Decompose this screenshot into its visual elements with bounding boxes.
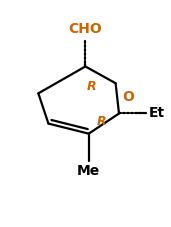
- Text: R: R: [87, 80, 97, 93]
- Text: Me: Me: [77, 164, 100, 178]
- Text: O: O: [122, 90, 134, 104]
- Text: R: R: [97, 115, 107, 128]
- Text: Et: Et: [149, 106, 165, 121]
- Text: CHO: CHO: [69, 22, 102, 36]
